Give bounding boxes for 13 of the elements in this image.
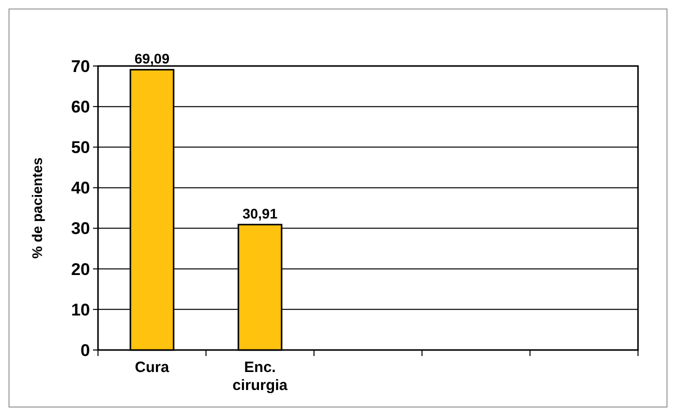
y-tick-label: 20 — [71, 260, 90, 279]
y-tick-label: 50 — [71, 138, 90, 158]
y-axis-title: % de pacientes — [29, 157, 45, 259]
y-tick-label: 0 — [80, 340, 90, 360]
y-tick-label: 40 — [71, 178, 90, 198]
x-tick-label: Enc. cirurgia — [232, 359, 288, 394]
y-tick-label: 60 — [71, 98, 90, 117]
y-tick-label: 30 — [71, 219, 90, 238]
y-tick-label: 10 — [71, 300, 90, 320]
x-tick-label: Cura — [134, 359, 170, 376]
data-label: 69,09 — [134, 50, 170, 67]
data-label: 30,91 — [242, 206, 278, 222]
y-tick-label: 70 — [71, 56, 90, 76]
